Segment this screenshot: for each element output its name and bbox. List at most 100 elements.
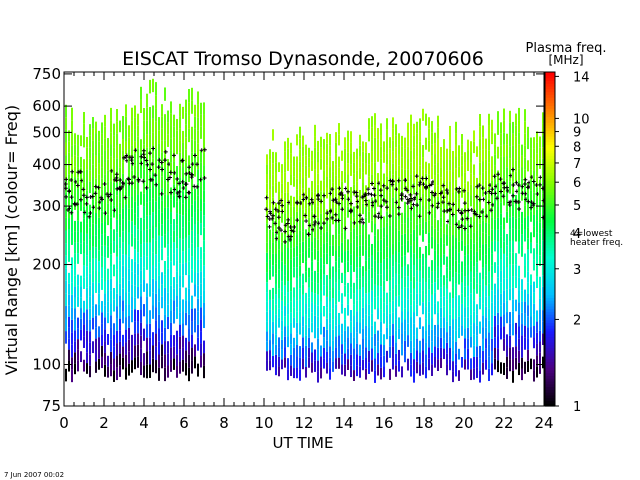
- peak-marker: [183, 195, 188, 200]
- heatmap-cell: [383, 152, 385, 163]
- heatmap-cell: [539, 244, 541, 256]
- heatmap-cell: [302, 273, 304, 285]
- heatmap-cell: [302, 316, 304, 327]
- heatmap-cell: [104, 210, 106, 223]
- heatmap-cell: [161, 296, 163, 309]
- heatmap-cell: [74, 275, 76, 287]
- heatmap-cell: [314, 136, 316, 148]
- heatmap-cell: [530, 232, 532, 243]
- heatmap-cell: [413, 147, 415, 160]
- heatmap-cell: [440, 357, 442, 369]
- heatmap-cell: [488, 235, 490, 248]
- heatmap-cell: [470, 152, 472, 163]
- heatmap-cell: [488, 138, 490, 151]
- heatmap-cell: [134, 261, 136, 274]
- heatmap-cell: [116, 207, 118, 220]
- heatmap-cell: [416, 293, 418, 305]
- heatmap-cell: [152, 105, 154, 119]
- heatmap-cell: [146, 202, 148, 216]
- heatmap-cell: [188, 221, 190, 236]
- heatmap-cell: [446, 181, 448, 192]
- heatmap-cell: [440, 337, 442, 348]
- x-tick-label: 12: [294, 414, 313, 432]
- heatmap-cell: [134, 357, 136, 370]
- heatmap-cell: [161, 212, 163, 225]
- heatmap-cell: [410, 209, 412, 222]
- heatmap-cell: [536, 164, 538, 177]
- heatmap-cell: [380, 263, 382, 275]
- heatmap-cell: [419, 165, 421, 177]
- heatmap-cell: [392, 300, 394, 313]
- heatmap-cell: [167, 219, 169, 232]
- heatmap-cell: [284, 316, 286, 327]
- heatmap-cell: [431, 132, 433, 145]
- heatmap-cell: [428, 232, 430, 244]
- heatmap-cell: [164, 260, 166, 275]
- peak-marker: [285, 221, 290, 226]
- heatmap-cell: [77, 134, 79, 146]
- heatmap-cell: [197, 221, 199, 235]
- heatmap-cell: [338, 268, 340, 280]
- colorbar-swatch: [545, 325, 555, 329]
- heatmap-cell: [149, 269, 151, 284]
- heatmap-cell: [524, 157, 526, 170]
- peak-marker: [322, 193, 327, 198]
- heatmap-cell: [482, 232, 484, 245]
- heatmap-cell: [158, 196, 160, 210]
- heatmap-cell: [536, 366, 538, 378]
- heatmap-cell: [476, 325, 478, 336]
- heatmap-cell: [104, 138, 106, 151]
- heatmap-cell: [179, 361, 181, 374]
- heatmap-cell: [365, 293, 367, 305]
- peak-marker: [450, 212, 455, 217]
- heatmap-cell: [98, 250, 100, 262]
- heatmap-cell: [428, 186, 430, 198]
- peak-marker: [414, 174, 419, 179]
- heatmap-cell: [524, 109, 526, 122]
- heatmap-cell: [65, 255, 67, 269]
- heatmap-cell: [131, 183, 133, 197]
- heatmap-cell: [92, 223, 94, 236]
- heatmap-cell: [347, 326, 349, 338]
- heatmap-cell: [122, 254, 124, 266]
- heatmap-cell: [389, 269, 391, 281]
- heatmap-cell: [284, 326, 286, 337]
- heatmap-cell: [482, 303, 484, 316]
- peak-marker: [420, 176, 425, 181]
- heatmap-cell: [152, 292, 154, 306]
- heatmap-cell: [86, 244, 88, 256]
- heatmap-cell: [335, 175, 337, 186]
- heatmap-cell: [467, 285, 469, 297]
- heatmap-cell: [482, 291, 484, 304]
- heatmap-cell: [113, 346, 115, 359]
- heatmap-cell: [413, 359, 415, 371]
- heatmap-cell: [506, 289, 508, 301]
- heatmap-cell: [128, 125, 130, 138]
- heatmap-cell: [194, 248, 196, 261]
- heatmap-cell: [287, 203, 289, 215]
- peak-marker: [466, 208, 471, 213]
- heatmap-cell: [449, 359, 451, 371]
- heatmap-cell: [410, 293, 412, 306]
- heatmap-cell: [203, 227, 205, 241]
- heatmap-cell: [125, 292, 127, 305]
- heatmap-cell: [146, 93, 148, 108]
- heatmap-cell: [314, 180, 316, 193]
- heatmap-cell: [476, 251, 478, 263]
- peak-marker: [120, 184, 125, 189]
- heatmap-cell: [299, 276, 301, 289]
- heatmap-cell: [107, 279, 109, 291]
- heatmap-cell: [290, 174, 292, 186]
- peak-marker: [456, 189, 461, 194]
- y-tick-label: 100: [32, 356, 61, 374]
- heatmap-cell: [449, 159, 451, 171]
- heatmap-cell: [497, 229, 499, 242]
- colorbar-swatch: [545, 252, 555, 257]
- heatmap-cell: [470, 260, 472, 272]
- heatmap-cell: [329, 312, 331, 324]
- heatmap-cell: [134, 153, 136, 166]
- peak-marker: [97, 206, 102, 211]
- heatmap-cell: [449, 270, 451, 282]
- heatmap-cell: [308, 347, 310, 358]
- heatmap-cell: [353, 228, 355, 240]
